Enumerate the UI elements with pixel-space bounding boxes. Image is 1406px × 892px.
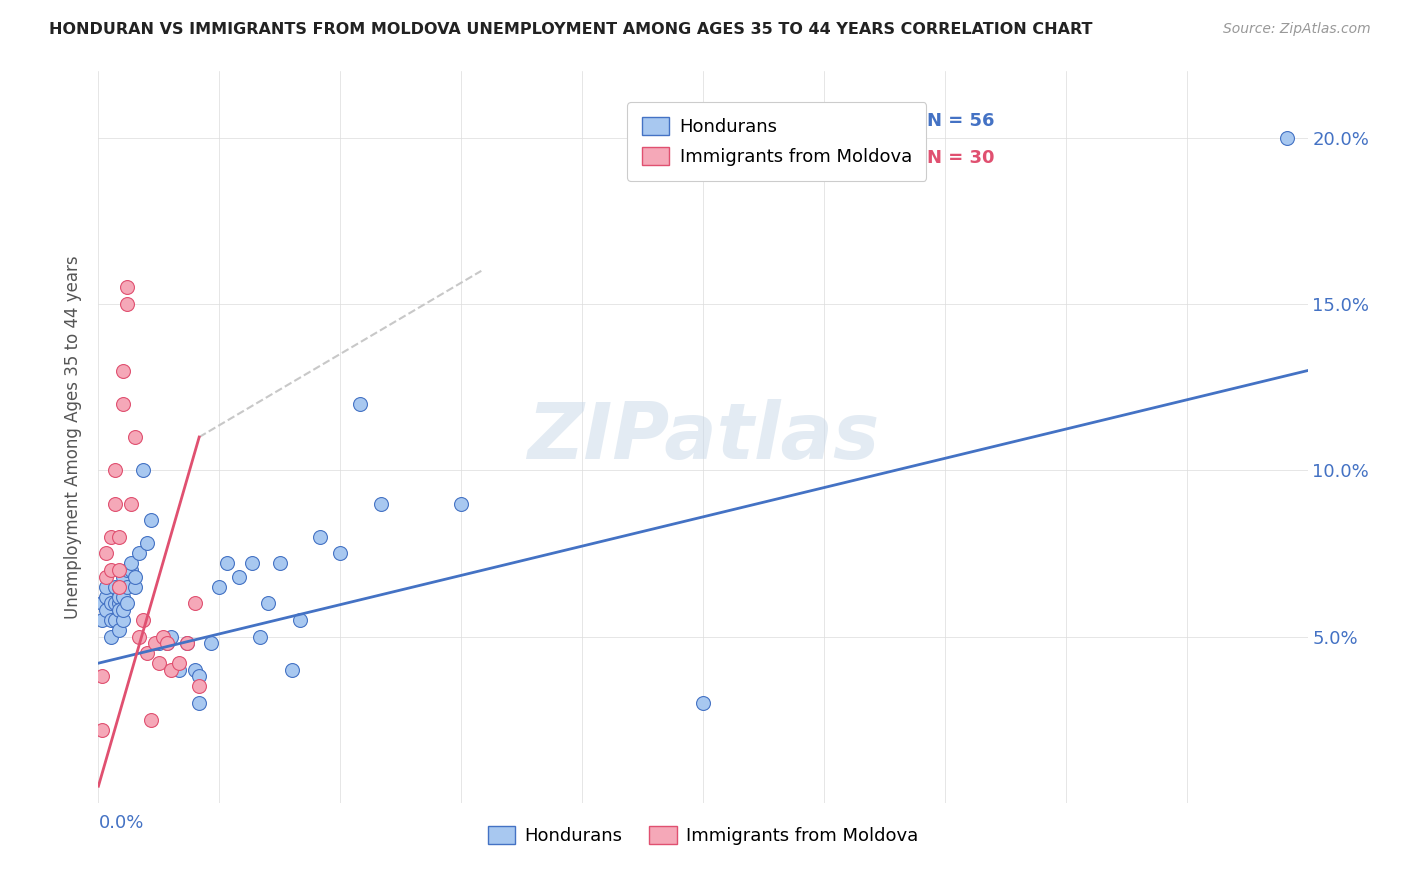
Point — [143, 636, 166, 650]
Point — [107, 590, 129, 604]
Point — [107, 563, 129, 577]
Point — [156, 636, 179, 650]
Point — [107, 596, 129, 610]
Point — [139, 713, 162, 727]
Point — [111, 363, 134, 377]
Point — [228, 570, 250, 584]
Point — [269, 557, 291, 571]
Point — [107, 603, 129, 617]
Point — [96, 580, 118, 594]
Point — [188, 680, 211, 694]
Text: N = 30: N = 30 — [927, 149, 994, 167]
Point — [160, 663, 183, 677]
Point — [349, 397, 371, 411]
Point — [148, 656, 170, 670]
Y-axis label: Unemployment Among Ages 35 to 44 years: Unemployment Among Ages 35 to 44 years — [65, 255, 83, 619]
Text: Source: ZipAtlas.com: Source: ZipAtlas.com — [1223, 22, 1371, 37]
Point — [124, 570, 146, 584]
Point — [450, 497, 472, 511]
Point — [115, 297, 138, 311]
Point — [188, 696, 211, 710]
Point — [115, 580, 138, 594]
Point — [107, 530, 129, 544]
Point — [100, 563, 122, 577]
Text: R = 0.728: R = 0.728 — [806, 149, 904, 167]
Point — [115, 563, 138, 577]
Point — [103, 596, 125, 610]
Legend: Hondurans, Immigrants from Moldova: Hondurans, Immigrants from Moldova — [627, 103, 927, 181]
Point — [100, 613, 122, 627]
Point — [103, 580, 125, 594]
Text: ZIPatlas: ZIPatlas — [527, 399, 879, 475]
Text: HONDURAN VS IMMIGRANTS FROM MOLDOVA UNEMPLOYMENT AMONG AGES 35 TO 44 YEARS CORRE: HONDURAN VS IMMIGRANTS FROM MOLDOVA UNEM… — [49, 22, 1092, 37]
Point — [288, 613, 311, 627]
Point — [120, 563, 142, 577]
Point — [160, 630, 183, 644]
Point — [107, 580, 129, 594]
Point — [370, 497, 392, 511]
Point — [128, 546, 150, 560]
Point — [124, 430, 146, 444]
Point — [111, 613, 134, 627]
Point — [124, 580, 146, 594]
Point — [156, 636, 179, 650]
Point — [139, 513, 162, 527]
Point — [111, 603, 134, 617]
Point — [135, 646, 157, 660]
Point — [1277, 131, 1299, 145]
Point — [96, 590, 118, 604]
Point — [107, 580, 129, 594]
Point — [132, 613, 155, 627]
Point — [128, 630, 150, 644]
Point — [208, 580, 231, 594]
Text: N = 56: N = 56 — [927, 112, 994, 130]
Point — [167, 663, 190, 677]
Point — [176, 636, 198, 650]
Point — [91, 613, 114, 627]
Point — [103, 497, 125, 511]
Point — [120, 557, 142, 571]
Point — [281, 663, 304, 677]
Point — [184, 596, 207, 610]
Point — [329, 546, 352, 560]
Point — [96, 546, 118, 560]
Point — [100, 630, 122, 644]
Point — [132, 463, 155, 477]
Point — [692, 696, 714, 710]
Point — [96, 603, 118, 617]
Text: 0.0%: 0.0% — [98, 814, 143, 831]
Point — [256, 596, 278, 610]
Point — [111, 570, 134, 584]
Point — [91, 669, 114, 683]
Point — [120, 497, 142, 511]
Point — [188, 669, 211, 683]
Point — [115, 596, 138, 610]
Point — [91, 596, 114, 610]
Point — [91, 723, 114, 737]
Point — [107, 623, 129, 637]
Point — [309, 530, 332, 544]
Point — [167, 656, 190, 670]
Point — [111, 397, 134, 411]
Point — [115, 280, 138, 294]
Point — [217, 557, 239, 571]
Point — [100, 596, 122, 610]
Point — [96, 570, 118, 584]
Text: R = 0.510: R = 0.510 — [806, 112, 904, 130]
Point — [100, 530, 122, 544]
Point — [200, 636, 222, 650]
Point — [176, 636, 198, 650]
Point — [240, 557, 263, 571]
Point — [103, 463, 125, 477]
Point — [249, 630, 271, 644]
Point — [152, 630, 174, 644]
Point — [135, 536, 157, 550]
Point — [184, 663, 207, 677]
Point — [111, 590, 134, 604]
Point — [148, 636, 170, 650]
Point — [103, 613, 125, 627]
